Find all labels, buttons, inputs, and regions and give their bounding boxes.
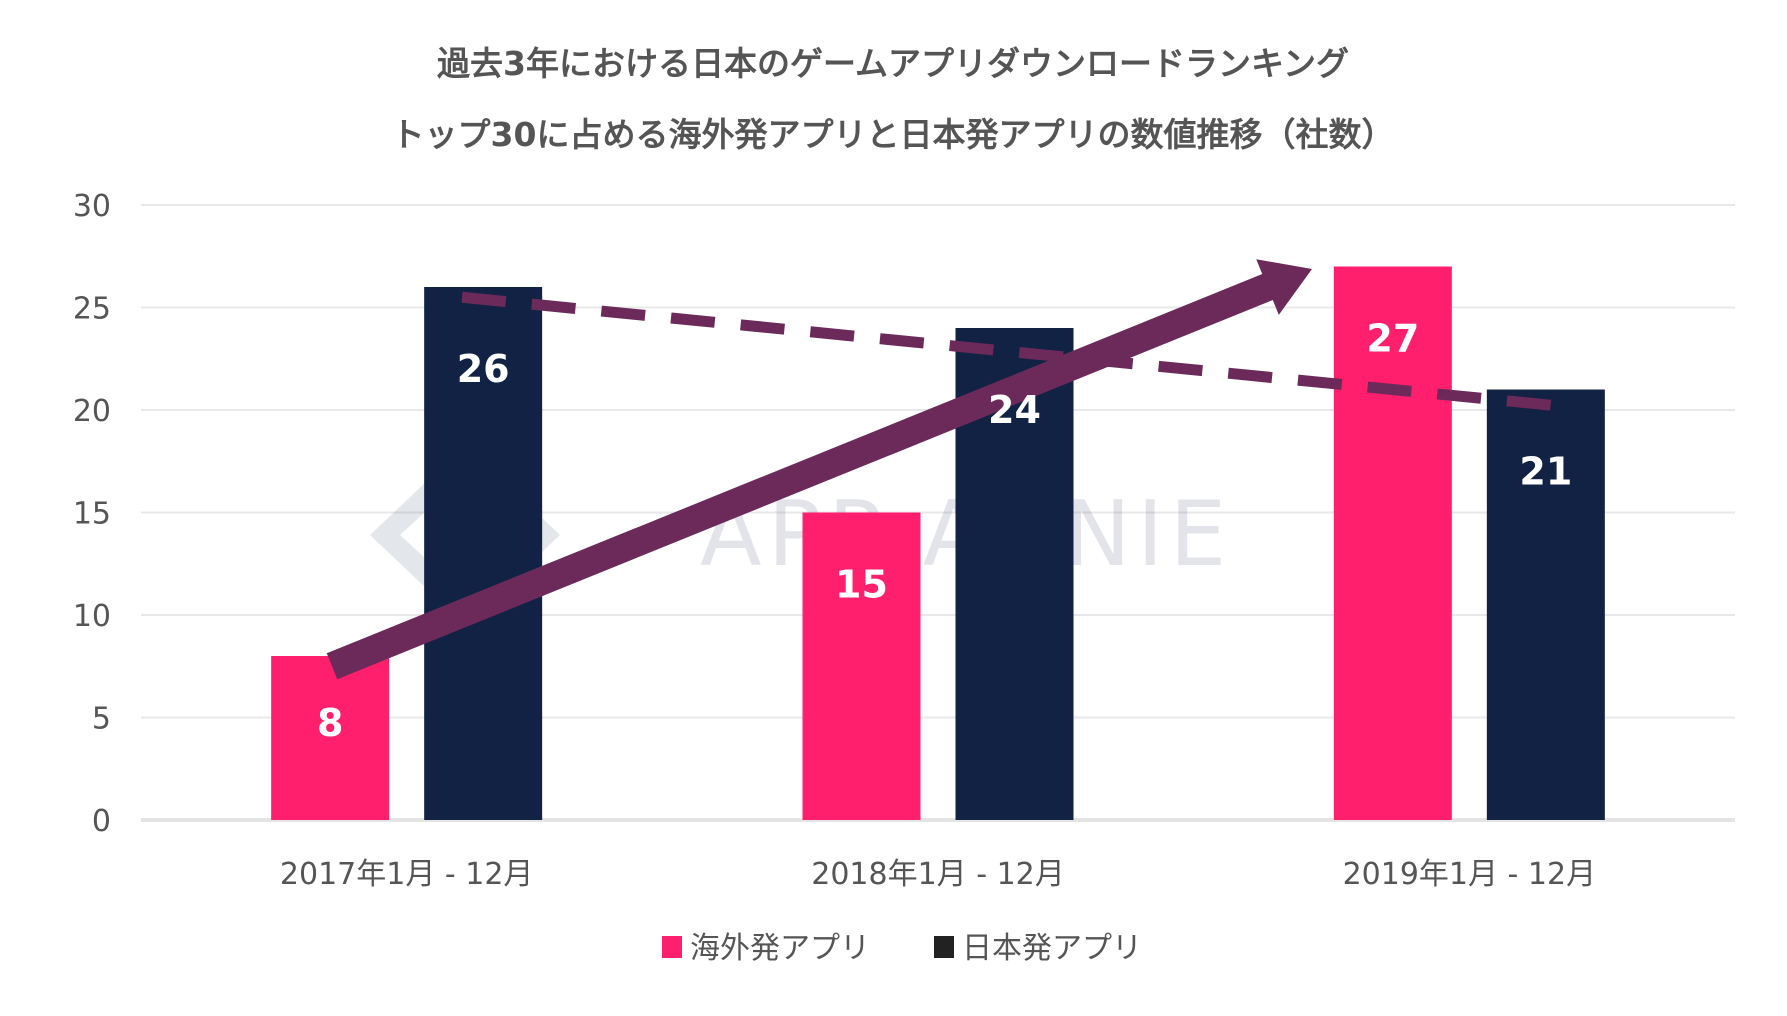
data-label: 8 [317, 701, 343, 745]
y-tick-label: 20 [73, 394, 111, 429]
y-tick-label: 10 [73, 599, 111, 634]
bar-overseas [802, 512, 921, 820]
bar-overseas [1333, 266, 1452, 820]
legend-label: 日本発アプリ [962, 931, 1142, 966]
y-tick-label: 25 [73, 292, 111, 327]
x-tick-label: 2017年1月 - 12月 [280, 857, 534, 892]
bar-japan [1486, 389, 1605, 820]
legend-label: 海外発アプリ [690, 931, 870, 966]
bar-overseas [271, 656, 390, 820]
legend-swatch [934, 936, 954, 958]
x-tick-label: 2018年1月 - 12月 [811, 857, 1065, 892]
legend-swatch [662, 936, 682, 958]
y-tick-label: 30 [73, 189, 111, 224]
data-label: 15 [835, 563, 888, 607]
dashed-trend-line [461, 291, 1559, 412]
data-label: 21 [1519, 450, 1572, 494]
chart-title-line-2: トップ30に占める海外発アプリと日本発アプリの数値推移（社数） [392, 115, 1395, 154]
x-tick-label: 2019年1月 - 12月 [1343, 857, 1597, 892]
chart-title-line-1: 過去3年における日本のゲームアプリダウンロードランキング [437, 44, 1349, 83]
data-label: 24 [988, 388, 1041, 432]
trend-arrow [326, 259, 1312, 680]
y-tick-label: 5 [92, 702, 111, 737]
data-label: 26 [457, 347, 510, 391]
y-tick-label: 15 [73, 497, 111, 532]
data-label: 27 [1366, 317, 1419, 361]
bar-japan [424, 287, 543, 820]
y-tick-label: 0 [92, 804, 111, 839]
